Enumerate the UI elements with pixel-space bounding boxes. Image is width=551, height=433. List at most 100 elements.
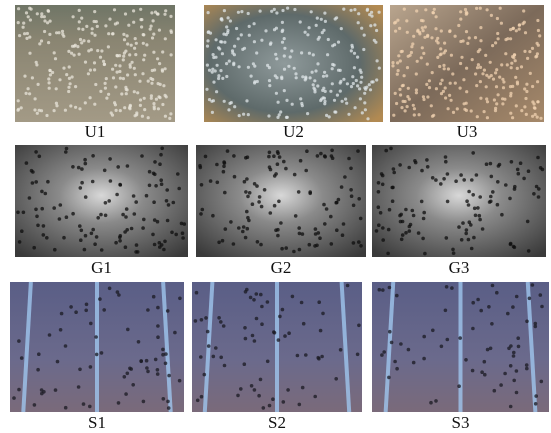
person	[53, 109, 56, 112]
person	[446, 338, 450, 342]
person	[267, 114, 270, 117]
person	[115, 54, 118, 57]
person	[297, 226, 301, 230]
person	[283, 37, 286, 40]
person	[84, 101, 87, 104]
person	[170, 231, 174, 235]
person	[475, 173, 479, 177]
person	[511, 305, 515, 309]
person	[85, 303, 89, 307]
person	[40, 12, 43, 15]
person	[370, 11, 373, 14]
person	[347, 157, 351, 161]
person	[283, 89, 286, 92]
person	[206, 39, 209, 42]
person	[254, 292, 258, 296]
person	[536, 156, 540, 160]
person	[353, 66, 356, 69]
person	[454, 179, 458, 183]
person	[323, 222, 327, 226]
person	[496, 203, 500, 207]
person	[150, 97, 153, 100]
person	[145, 43, 148, 46]
person	[501, 102, 504, 105]
person	[172, 201, 176, 205]
person	[440, 345, 444, 349]
panel-label: U3	[457, 122, 478, 141]
person	[274, 53, 277, 56]
person	[377, 190, 381, 194]
person	[124, 392, 128, 396]
person	[470, 109, 473, 112]
person	[166, 219, 170, 223]
person	[404, 231, 408, 235]
person	[266, 64, 269, 67]
person	[40, 207, 44, 211]
person	[158, 162, 162, 166]
person	[375, 29, 378, 32]
person	[327, 38, 330, 41]
person	[139, 104, 142, 107]
person	[522, 9, 525, 12]
person	[357, 240, 361, 244]
person	[483, 69, 486, 72]
person	[377, 223, 381, 227]
person	[80, 167, 84, 171]
person	[359, 69, 362, 72]
person	[126, 328, 130, 332]
person	[246, 227, 250, 231]
person	[36, 112, 39, 115]
person	[128, 107, 131, 110]
person	[34, 208, 38, 212]
person	[201, 208, 205, 212]
person	[509, 364, 513, 368]
person	[104, 214, 108, 218]
person	[398, 27, 401, 30]
person	[326, 53, 329, 56]
person	[126, 34, 129, 37]
person	[51, 71, 54, 74]
person	[399, 93, 402, 96]
person	[444, 86, 447, 89]
person	[276, 162, 280, 166]
person	[526, 220, 530, 224]
person	[163, 240, 167, 244]
person	[478, 218, 482, 222]
person	[465, 30, 468, 33]
panel-label: U1	[85, 122, 106, 141]
person	[206, 330, 210, 334]
person	[217, 46, 220, 49]
person	[313, 395, 317, 399]
person	[158, 29, 161, 32]
person	[526, 57, 529, 60]
person	[229, 220, 233, 224]
person	[413, 107, 416, 110]
person	[22, 26, 25, 29]
person	[134, 200, 138, 204]
person	[275, 11, 278, 14]
person	[164, 115, 167, 118]
person	[266, 360, 270, 364]
person	[510, 160, 514, 164]
person	[381, 226, 385, 230]
person	[471, 58, 474, 61]
person	[470, 247, 474, 251]
person	[502, 80, 505, 83]
person	[133, 90, 136, 93]
person	[512, 245, 516, 249]
person	[523, 50, 526, 53]
person	[471, 151, 475, 155]
person	[444, 96, 447, 99]
person	[426, 63, 429, 66]
person	[44, 192, 48, 196]
person	[238, 114, 241, 117]
person	[125, 207, 129, 211]
person	[340, 185, 344, 189]
person	[531, 85, 534, 88]
person	[237, 11, 240, 14]
person	[457, 225, 461, 229]
person	[217, 77, 220, 80]
person	[91, 154, 95, 158]
person	[494, 41, 497, 44]
person	[490, 322, 494, 326]
